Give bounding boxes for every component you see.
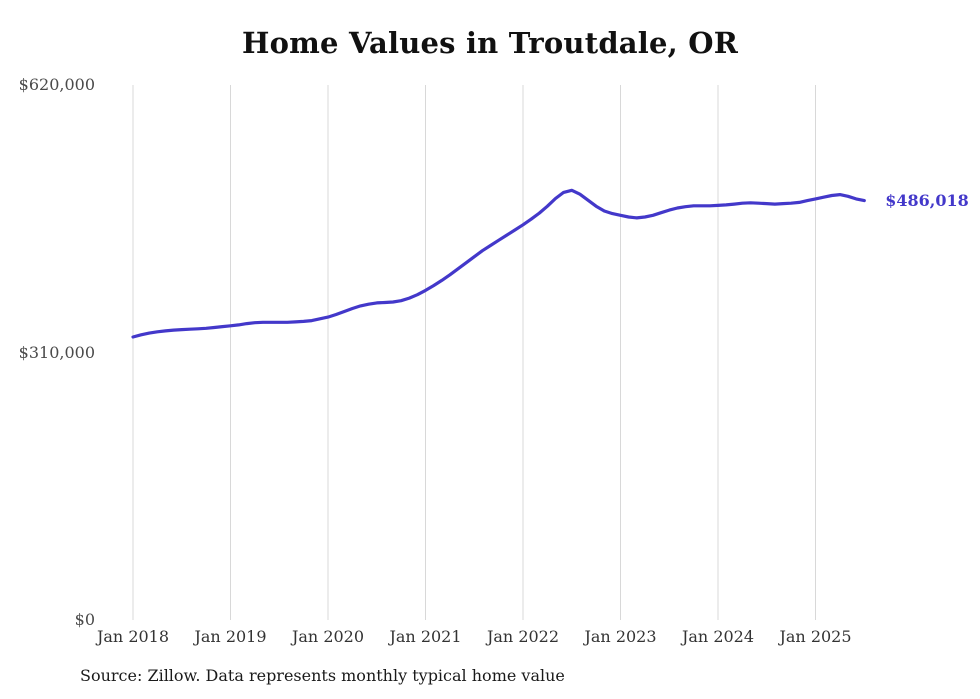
x-axis-tick-label: Jan 2021 <box>389 627 462 646</box>
x-axis-tick-label: Jan 2019 <box>194 627 267 646</box>
y-axis-tick-label: $0 <box>74 610 95 629</box>
x-axis-tick-label: Jan 2023 <box>584 627 657 646</box>
x-axis-tick-label: Jan 2020 <box>291 627 365 646</box>
x-axis-tick-label: Jan 2024 <box>681 627 755 646</box>
chart-title: Home Values in Troutdale, OR <box>241 26 739 60</box>
y-axis-tick-label: $620,000 <box>18 75 95 94</box>
x-axis-tick-label: Jan 2022 <box>486 627 560 646</box>
x-axis-tick-label: Jan 2018 <box>96 627 170 646</box>
value-line <box>131 188 866 339</box>
y-axis-tick-label: $310,000 <box>18 342 95 362</box>
current-value-label: $486,018 <box>885 190 969 210</box>
source-note: Source: Zillow. Data represents monthly … <box>80 666 565 685</box>
x-axis-tick-label: Jan 2025 <box>779 627 852 646</box>
